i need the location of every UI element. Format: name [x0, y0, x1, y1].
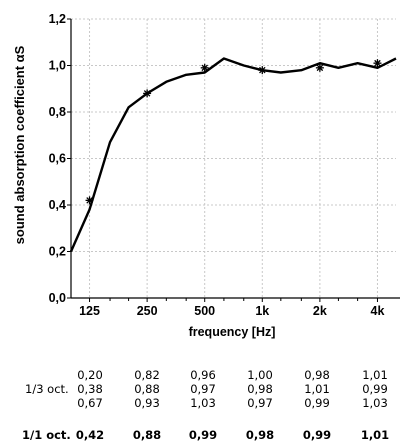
third-octave-value: 0,99 [362, 382, 388, 396]
third-octave-value: 0,99 [304, 396, 330, 410]
octave-marker-asterisk [200, 63, 209, 72]
series-layer [69, 57, 397, 252]
y-tick-label: 1,2 [49, 12, 66, 26]
third-octave-value: 0,98 [304, 368, 330, 382]
octave-label: 1/1 oct. [22, 428, 71, 442]
y-tick-label: 0,6 [49, 152, 66, 166]
octave-value: 0,99 [188, 428, 218, 442]
y-tick-label: 1,0 [49, 59, 66, 73]
octave-marker-asterisk [258, 66, 267, 75]
x-tick-label: 500 [194, 304, 215, 318]
octave-value: 0,42 [75, 428, 105, 442]
absorption-chart: 0,0 0,2 0,4 0,6 0,8 1,0 1,2 125 250 500 1k 2k 4k so… [12, 12, 400, 339]
third-octave-label: 1/3 oct. [25, 382, 69, 396]
third-octave-value: 1,01 [304, 382, 330, 396]
third-octave-value: 0,93 [134, 396, 160, 410]
y-tick-label: 0,8 [49, 105, 66, 119]
x-tick-label: 2k [313, 304, 327, 318]
x-tick-label: 250 [137, 304, 158, 318]
third-octave-value: 0,82 [134, 368, 160, 382]
third-octave-value: 0,38 [77, 382, 103, 396]
octave-value: 0,99 [302, 428, 332, 442]
third-octave-value: 1,00 [247, 368, 273, 382]
y-axis-label: sound absorption coefficient αS [12, 45, 27, 244]
third-octave-value: 0,67 [77, 396, 103, 410]
series-line-third-octave [69, 57, 397, 252]
y-tick-label: 0,4 [49, 198, 66, 212]
third-octave-value: 0,96 [190, 368, 216, 382]
octave-marker-asterisk [373, 59, 382, 68]
y-tick-label: 0,2 [49, 245, 66, 259]
third-octave-value: 1,03 [362, 396, 388, 410]
octave-marker-asterisk [143, 89, 152, 98]
third-octave-value: 1,01 [362, 368, 388, 382]
octave-value: 0,88 [132, 428, 162, 442]
x-tick-label: 1k [255, 304, 269, 318]
third-octave-value: 0,20 [77, 368, 103, 382]
third-octave-value: 1,03 [190, 396, 216, 410]
x-tick-label: 125 [79, 304, 100, 318]
octave-marker-asterisk [85, 196, 94, 205]
third-octave-value: 0,98 [247, 382, 273, 396]
y-tick-label: 0,0 [49, 291, 66, 305]
third-octave-value: 0,97 [247, 396, 273, 410]
octave-marker-asterisk [315, 63, 324, 72]
third-octave-value: 0,97 [190, 382, 216, 396]
x-tick-label: 4k [371, 304, 385, 318]
octave-value: 0,98 [245, 428, 275, 442]
x-axis-ticks: 125 250 500 1k 2k 4k [79, 298, 384, 318]
grid [71, 18, 396, 298]
x-axis-label: frequency [Hz] [189, 325, 276, 339]
octave-value: 1,01 [360, 428, 390, 442]
y-axis-ticks: 0,0 0,2 0,4 0,6 0,8 1,0 1,2 [49, 12, 71, 305]
third-octave-value: 0,88 [134, 382, 160, 396]
